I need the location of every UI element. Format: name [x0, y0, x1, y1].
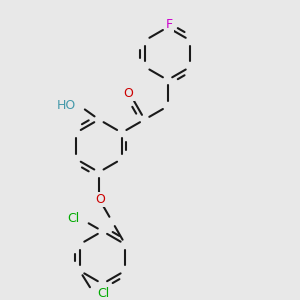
Text: F: F	[166, 18, 173, 31]
Text: Cl: Cl	[98, 287, 110, 300]
Text: O: O	[124, 87, 134, 100]
Text: O: O	[95, 193, 105, 206]
Text: HO: HO	[56, 99, 76, 112]
Text: Cl: Cl	[67, 212, 79, 225]
